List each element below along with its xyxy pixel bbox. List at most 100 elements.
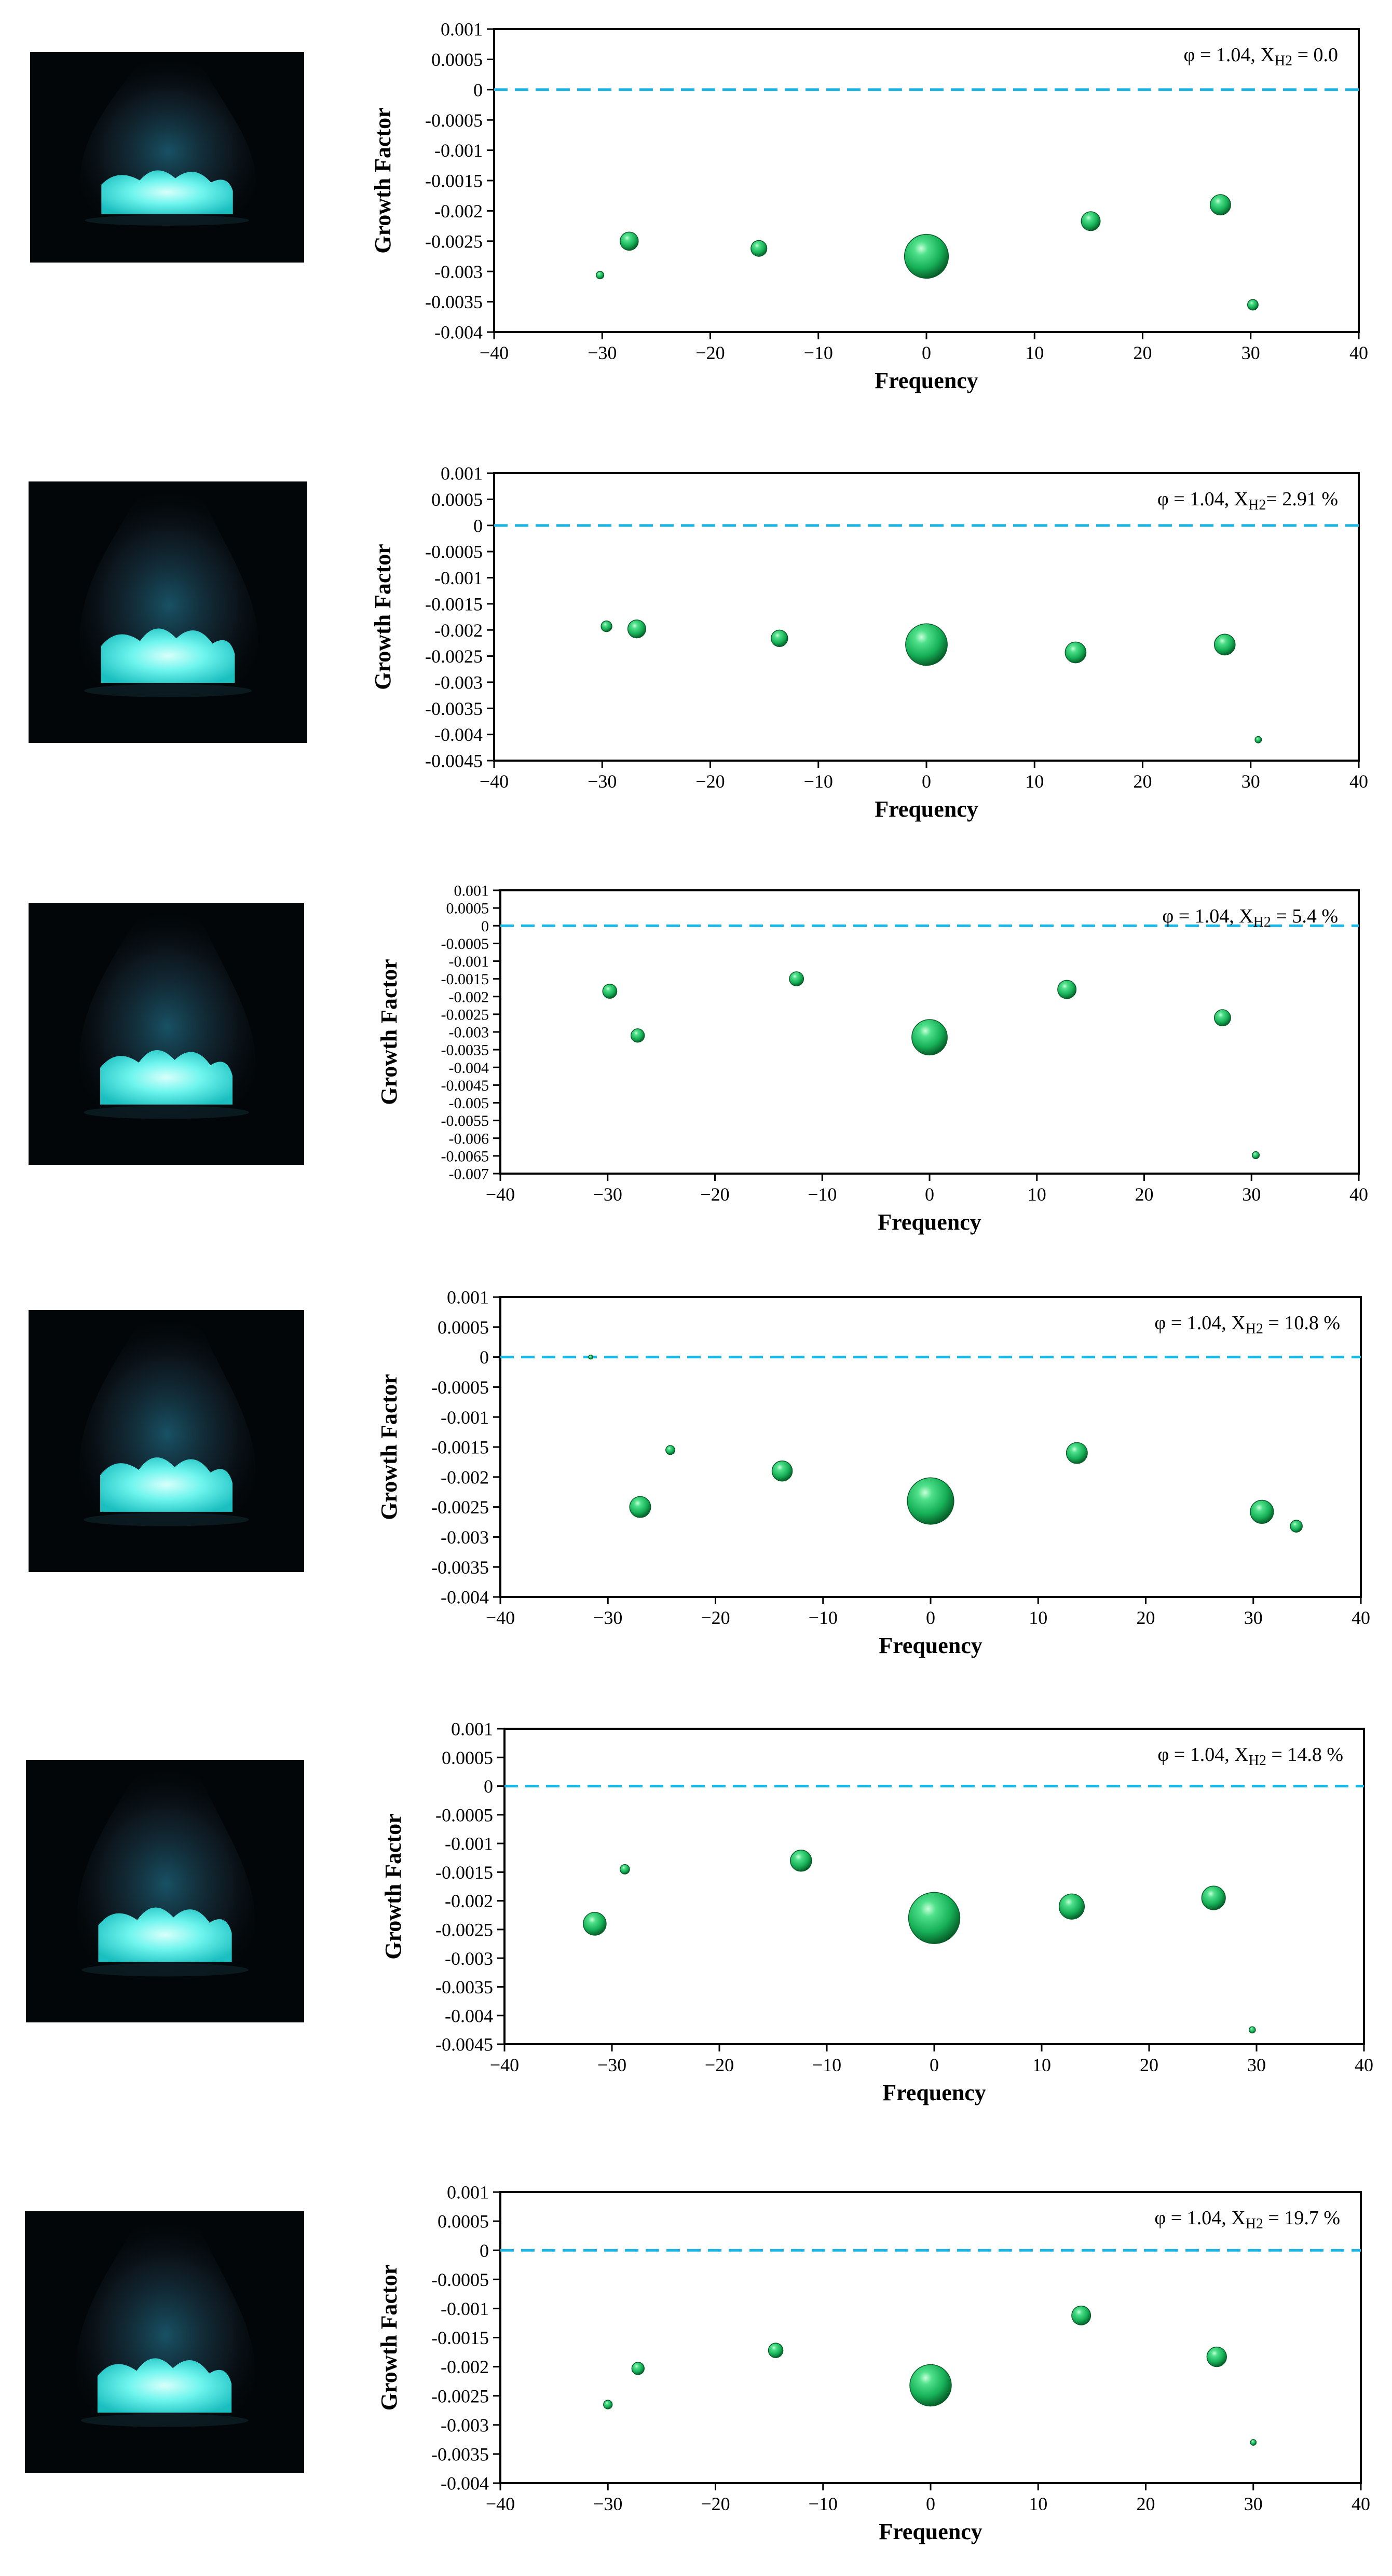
y-tick-label: -0.001 bbox=[449, 953, 489, 970]
data-point-bubble bbox=[1254, 736, 1262, 743]
data-point-bubble bbox=[1058, 1893, 1085, 1920]
data-point-bubble bbox=[603, 2400, 613, 2409]
y-tick-label: -0.0035 bbox=[425, 698, 483, 719]
data-point-bubble bbox=[1247, 299, 1259, 311]
x-tick-label: −10 bbox=[804, 342, 833, 363]
x-tick-label: 30 bbox=[1242, 1184, 1261, 1205]
y-tick-label: 0.001 bbox=[451, 1719, 493, 1740]
data-point-bubble bbox=[790, 1849, 812, 1872]
x-axis-title: Frequency bbox=[878, 1209, 981, 1235]
panel-5: −40 −30 −20 −10 0 10 20 30 40 0.001 0.0005 0 -0.0005… bbox=[26, 1719, 1373, 2105]
y-tick-label: -0.001 bbox=[434, 568, 483, 588]
y-tick-label: -0.001 bbox=[445, 1834, 493, 1854]
plot-area bbox=[493, 472, 1360, 762]
y-tick-label: -0.0005 bbox=[425, 542, 483, 562]
y-tick-label: -0.0035 bbox=[425, 292, 483, 312]
data-point-bubble bbox=[905, 623, 948, 666]
y-tick-label: -0.0025 bbox=[435, 1920, 493, 1940]
data-point-bubble bbox=[1248, 2026, 1256, 2034]
y-tick-label: -0.002 bbox=[441, 1467, 489, 1487]
data-point-bubble bbox=[1251, 1151, 1260, 1160]
data-point-bubble bbox=[630, 1028, 645, 1043]
x-tick-label: −20 bbox=[705, 2055, 734, 2075]
y-tick-label: -0.004 bbox=[445, 2005, 493, 2026]
y-tick-label: -0.0035 bbox=[431, 1557, 489, 1578]
y-tick-label: 0 bbox=[473, 79, 483, 100]
x-tick-label: 40 bbox=[1349, 1184, 1368, 1205]
x-tick-label: −20 bbox=[701, 1607, 730, 1628]
data-point-bubble bbox=[1066, 1442, 1088, 1464]
x-tick-label: −10 bbox=[812, 2055, 841, 2075]
y-tick-label: 0 bbox=[480, 1347, 489, 1368]
x-tick-label: −20 bbox=[701, 2494, 730, 2514]
x-tick-label: 0 bbox=[922, 342, 931, 363]
panel-2: −40 −30 −20 −10 0 10 20 30 40 0.001 0.0005 0 -0.0005… bbox=[29, 463, 1368, 822]
y-tick-label: -0.0005 bbox=[431, 2269, 489, 2290]
y-tick-label: -0.0015 bbox=[431, 2327, 489, 2348]
panel-6: −40 −30 −20 −10 0 10 20 30 40 0.001 0.0005 0 -0.0005… bbox=[25, 2182, 1370, 2544]
y-tick-label: -0.002 bbox=[449, 988, 489, 1005]
data-point-bubble bbox=[789, 971, 804, 987]
x-axis-title: Frequency bbox=[875, 796, 978, 822]
y-tick-label: 0.001 bbox=[447, 1287, 489, 1308]
y-tick-label: -0.0035 bbox=[441, 1042, 489, 1059]
y-tick-label: -0.001 bbox=[441, 1407, 489, 1428]
x-tick-label: 30 bbox=[1244, 1607, 1263, 1628]
data-point-bubble bbox=[1209, 194, 1231, 216]
panel-1: −40 −30 −20 −10 0 10 20 30 40 0.001 0.0005 0 -0.0005… bbox=[30, 19, 1368, 393]
x-tick-label: 20 bbox=[1134, 342, 1152, 363]
flame-photo bbox=[29, 903, 304, 1165]
y-tick-label: -0.001 bbox=[441, 2298, 489, 2319]
x-tick-label: −40 bbox=[480, 342, 509, 363]
y-tick-label: -0.0005 bbox=[441, 935, 489, 953]
y-tick-label: -0.0055 bbox=[441, 1112, 489, 1129]
y-tick-label: -0.0045 bbox=[441, 1077, 489, 1094]
x-tick-label: −20 bbox=[695, 342, 725, 363]
y-axis-title: Growth Factor bbox=[376, 959, 402, 1105]
y-axis-title: Growth Factor bbox=[376, 2265, 402, 2410]
x-tick-label: 20 bbox=[1137, 1607, 1155, 1628]
data-point-bubble bbox=[908, 1892, 961, 1944]
y-tick-label: -0.0045 bbox=[425, 751, 483, 772]
x-tick-label: 0 bbox=[925, 1184, 934, 1205]
x-tick-label: −40 bbox=[486, 2494, 515, 2514]
y-tick-label: -0.002 bbox=[445, 1891, 493, 1911]
y-tick-label: 0 bbox=[480, 2240, 489, 2261]
y-tick-label: -0.003 bbox=[449, 1024, 489, 1041]
x-tick-label: −30 bbox=[597, 2055, 626, 2075]
y-tick-label: -0.0015 bbox=[425, 594, 483, 614]
x-tick-label: −40 bbox=[480, 771, 509, 792]
data-point-bubble bbox=[1071, 2305, 1091, 2325]
y-tick-label: -0.0025 bbox=[431, 1497, 489, 1518]
data-point-bubble bbox=[1206, 2346, 1227, 2367]
y-tick-label: -0.0025 bbox=[441, 1006, 489, 1023]
y-tick-label: 0.001 bbox=[441, 19, 483, 40]
x-tick-label: −20 bbox=[700, 1184, 729, 1205]
y-tick-label: -0.002 bbox=[434, 620, 483, 641]
y-tick-label: 0.001 bbox=[447, 2182, 489, 2203]
x-tick-label: 0 bbox=[926, 2494, 935, 2514]
x-tick-label: −30 bbox=[588, 771, 617, 792]
y-tick-label: 0.0005 bbox=[446, 900, 489, 917]
data-point-bubble bbox=[619, 1864, 630, 1875]
x-tick-label: 0 bbox=[926, 1607, 935, 1628]
x-tick-label: 0 bbox=[922, 771, 931, 792]
condition-annotation: φ = 1.04, XH2= 2.91 % bbox=[1157, 488, 1338, 513]
y-tick-label: 0 bbox=[473, 515, 483, 536]
data-point-bubble bbox=[909, 2364, 952, 2407]
x-axis-title: Frequency bbox=[879, 1633, 982, 1658]
data-point-bubble bbox=[629, 1496, 651, 1518]
x-tick-label: −10 bbox=[808, 1184, 837, 1205]
x-tick-label: −40 bbox=[486, 1184, 515, 1205]
x-tick-label: −10 bbox=[809, 2494, 838, 2514]
x-tick-label: 30 bbox=[1247, 2055, 1266, 2075]
data-point-bubble bbox=[1081, 211, 1101, 231]
x-tick-label: 0 bbox=[930, 2055, 939, 2075]
data-point-bubble bbox=[588, 1354, 593, 1360]
y-tick-label: -0.005 bbox=[449, 1095, 489, 1112]
x-tick-label: −40 bbox=[486, 1607, 515, 1628]
data-point-bubble bbox=[596, 271, 605, 280]
x-tick-label: −30 bbox=[593, 2494, 622, 2514]
condition-annotation: φ = 1.04, XH2 = 5.4 % bbox=[1162, 905, 1338, 930]
y-tick-label: 0.001 bbox=[441, 463, 483, 484]
